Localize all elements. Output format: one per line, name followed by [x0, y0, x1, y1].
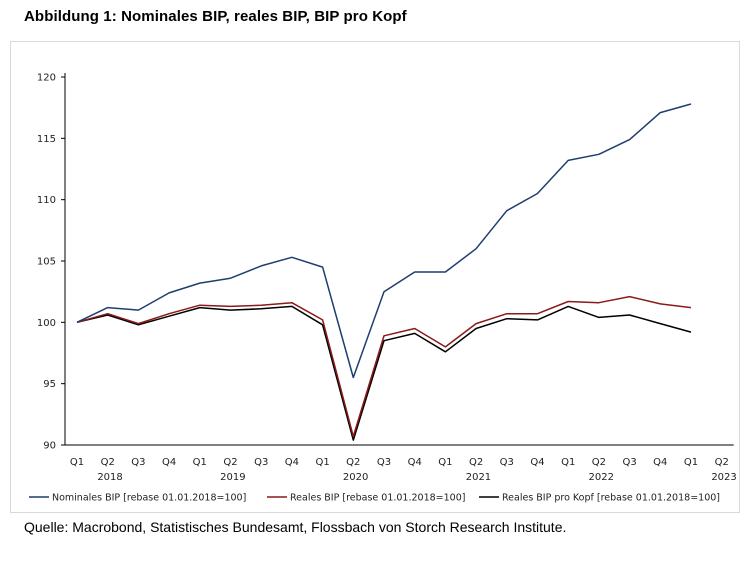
x-tick-label: Q1 — [315, 457, 329, 468]
x-tick-label: Q1 — [70, 457, 84, 468]
y-tick-label: 120 — [37, 73, 56, 84]
x-tick-label: Q2 — [223, 457, 237, 468]
series-line-3 — [76, 305, 692, 441]
y-tick-label: 110 — [37, 195, 56, 206]
series-line-2 — [76, 295, 692, 438]
series-line-1 — [76, 103, 692, 379]
x-tick-label: Q2 — [346, 457, 360, 468]
x-year-label: 2018 — [97, 472, 122, 483]
x-year-label: 2022 — [589, 472, 614, 483]
source-note: Quelle: Macrobond, Statistisches Bundesa… — [24, 519, 567, 535]
x-tick-label: Q3 — [622, 457, 636, 468]
x-tick-label: Q2 — [101, 457, 115, 468]
x-tick-label: Q4 — [653, 457, 667, 468]
y-tick-label: 115 — [37, 134, 56, 145]
x-tick-label: Q4 — [408, 457, 422, 468]
x-year-label: 2023 — [711, 472, 736, 483]
x-tick-label: Q2 — [715, 457, 729, 468]
x-tick-label: Q4 — [162, 457, 176, 468]
x-year-label: 2020 — [343, 472, 368, 483]
legend-entry-2: Reales BIP [rebase 01.01.2018=100] — [290, 493, 465, 504]
x-tick-label: Q3 — [131, 457, 145, 468]
line-chart: 90 95 100 105 110 115 120 Q1 Q2 Q3 Q4 Q1 Q2 Q3 Q4 Q1 Q2 Q… — [29, 73, 737, 504]
x-year-label: 2021 — [466, 472, 491, 483]
x-tick-label: Q3 — [377, 457, 391, 468]
x-tick-label: Q3 — [254, 457, 268, 468]
y-tick-label: 100 — [37, 318, 56, 329]
chart-frame: 90 95 100 105 110 115 120 Q1 Q2 Q3 Q4 Q1 Q2 Q3 Q4 Q1 Q2 Q… — [10, 41, 740, 513]
x-tick-label: Q4 — [530, 457, 544, 468]
x-tick-label: Q3 — [500, 457, 514, 468]
page-title: Abbildung 1: Nominales BIP, reales BIP, … — [24, 8, 407, 25]
x-tick-label: Q1 — [684, 457, 698, 468]
x-tick-label: Q4 — [285, 457, 299, 468]
x-tick-label: Q2 — [469, 457, 483, 468]
x-year-label: 2019 — [220, 472, 245, 483]
x-tick-label: Q1 — [438, 457, 452, 468]
legend-entry-1: Nominales BIP [rebase 01.01.2018=100] — [52, 493, 246, 504]
x-tick-label: Q2 — [592, 457, 606, 468]
y-tick-label: 95 — [43, 379, 56, 390]
y-tick-label: 105 — [37, 257, 56, 268]
legend-entry-3: Reales BIP pro Kopf [rebase 01.01.2018=1… — [502, 493, 720, 504]
x-tick-label: Q1 — [193, 457, 207, 468]
y-tick-label: 90 — [43, 441, 56, 452]
x-tick-label: Q1 — [561, 457, 575, 468]
